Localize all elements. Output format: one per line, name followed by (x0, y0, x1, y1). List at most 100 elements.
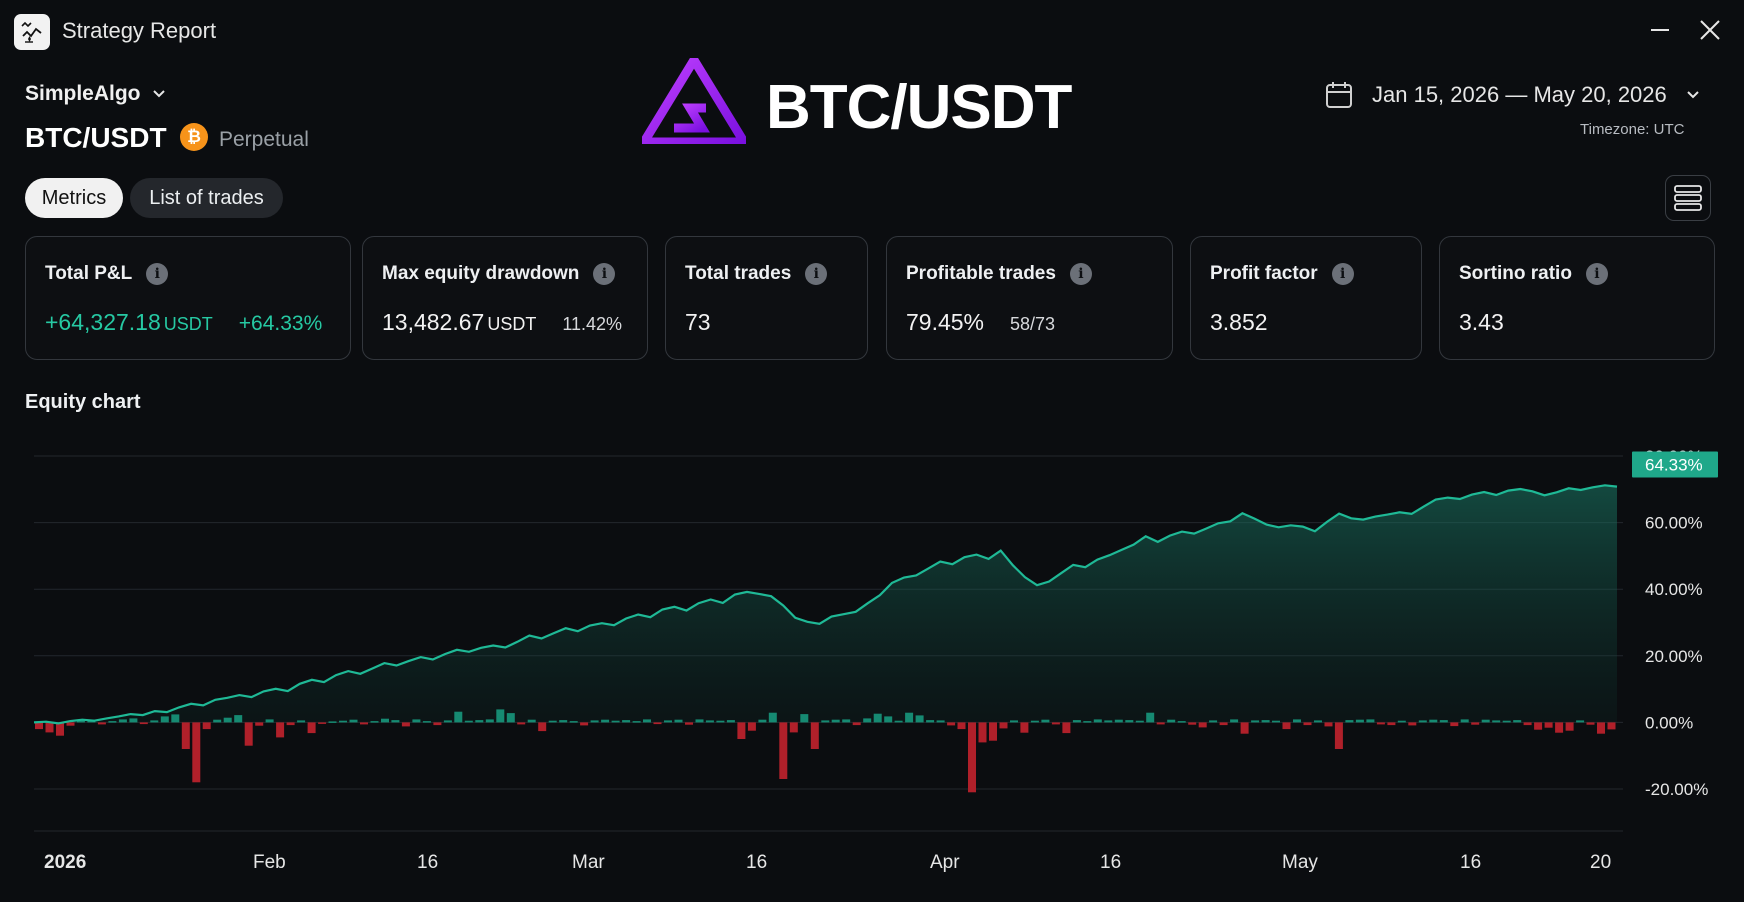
info-icon[interactable]: i (1585, 263, 1608, 285)
profit-bar (234, 715, 243, 723)
profit-bar (1083, 721, 1092, 723)
profit-bar (622, 720, 631, 723)
profit-bar (936, 720, 945, 723)
profit-bar (108, 721, 117, 723)
metric-percent: 11.42% (562, 314, 623, 334)
y-tick-label: -20.00% (1645, 780, 1708, 799)
profit-bar (1167, 719, 1176, 723)
profit-bar (118, 719, 127, 723)
profit-bar (1177, 721, 1186, 723)
metric-label: Max equity drawdown (382, 263, 580, 284)
equity-chart[interactable]: 80.00%60.00%40.00%20.00%0.00%-20.00% 202… (0, 420, 1744, 902)
profit-bar (1010, 720, 1018, 723)
profit-bar (873, 713, 882, 723)
date-range-picker[interactable]: Jan 15, 2026 — May 20, 2026 (1324, 80, 1701, 110)
info-icon[interactable]: i (1331, 263, 1354, 285)
profit-bar (1230, 719, 1239, 723)
logo-text: BTC/USDT (766, 73, 1072, 142)
metric-label: Profit factor (1210, 263, 1318, 284)
x-tick-label: Feb (253, 852, 286, 873)
info-icon[interactable]: i (805, 263, 828, 285)
loss-bar (307, 722, 316, 734)
chevron-down-icon (1687, 91, 1699, 99)
loss-bar (1565, 722, 1574, 731)
profit-bar (1030, 720, 1039, 723)
chevron-down-icon (152, 90, 165, 98)
x-tick-label: Mar (572, 852, 605, 873)
info-icon[interactable]: i (1069, 263, 1092, 285)
metric-value: 79.45% (906, 309, 985, 335)
metric-value: 3.852 (1210, 309, 1268, 335)
profit-bar (643, 719, 651, 723)
profit-bar (339, 720, 347, 723)
info-icon[interactable]: i (593, 263, 616, 285)
loss-bar (538, 722, 547, 732)
loss-bar (957, 722, 966, 730)
calendar-icon (1326, 82, 1352, 108)
profit-bar (821, 720, 830, 723)
profit-bar (129, 718, 138, 723)
loss-bar (401, 722, 410, 727)
x-tick-label: 2026 (44, 852, 86, 873)
profit-bar (454, 711, 463, 723)
tab-list-of-trades[interactable]: List of trades (130, 178, 283, 218)
x-tick-label: 16 (417, 852, 438, 873)
metric-value: 73 (685, 309, 711, 335)
strategy-selector[interactable]: SimpleAlgo (25, 82, 167, 106)
loss-bar (56, 722, 64, 736)
profit-bar (1314, 720, 1322, 723)
profit-bar (1135, 720, 1144, 723)
x-tick-label: Apr (930, 852, 960, 873)
tab-metrics[interactable]: Metrics (25, 178, 123, 218)
loss-bar (1376, 722, 1385, 725)
info-icon[interactable]: i (146, 263, 169, 285)
metric-value: 13,482.67 (382, 309, 485, 335)
profit-bar (1439, 720, 1448, 723)
window-title: Strategy Report (62, 18, 217, 43)
x-tick-label: 16 (1460, 852, 1481, 873)
profit-bar (328, 721, 337, 723)
profit-bar (1209, 720, 1218, 723)
profit-bar (611, 720, 620, 723)
profit-bar (1366, 719, 1375, 723)
loss-bar (1051, 722, 1060, 725)
profit-bar (422, 721, 431, 723)
list-menu-icon (1674, 185, 1702, 211)
profit-bar (1125, 720, 1134, 723)
loss-bar (244, 722, 253, 746)
profit-bar (496, 709, 505, 723)
loss-bar (1607, 722, 1616, 730)
equity-area (34, 485, 1617, 724)
loss-bar (433, 722, 442, 726)
loss-bar (1303, 722, 1312, 726)
profit-bar (1355, 719, 1364, 723)
profit-bar (223, 717, 232, 723)
sparkle-chart-icon (21, 21, 42, 43)
timezone-label: Timezone: UTC (1580, 121, 1685, 138)
metric-card-sortino-ratio: Sortino ratio i 3.43 (1439, 236, 1715, 360)
triangle-logo-icon (635, 51, 753, 147)
loss-bar (181, 722, 190, 749)
profit-bar (905, 712, 914, 723)
minimize-button[interactable] (1647, 17, 1673, 43)
close-button[interactable] (1697, 17, 1723, 43)
brand-logo (635, 51, 753, 147)
market-type-label: Perpetual (219, 128, 309, 151)
profit-bar (391, 720, 400, 723)
profit-bar (1492, 720, 1501, 723)
profit-bar (1460, 719, 1469, 723)
profit-bar (758, 719, 767, 723)
loss-bar (747, 722, 756, 731)
profit-bar (160, 716, 169, 723)
profit-bar (1251, 720, 1260, 723)
loss-bar (1586, 722, 1595, 725)
profit-bar (475, 720, 484, 723)
profit-bar (443, 720, 452, 723)
layout-menu-button[interactable] (1665, 175, 1711, 221)
profit-bar (506, 713, 515, 723)
profit-bar (1093, 719, 1102, 723)
profit-bar (842, 719, 851, 723)
profit-bar (1072, 720, 1081, 723)
metric-label: Sortino ratio (1459, 263, 1572, 284)
loss-bar (255, 722, 264, 726)
